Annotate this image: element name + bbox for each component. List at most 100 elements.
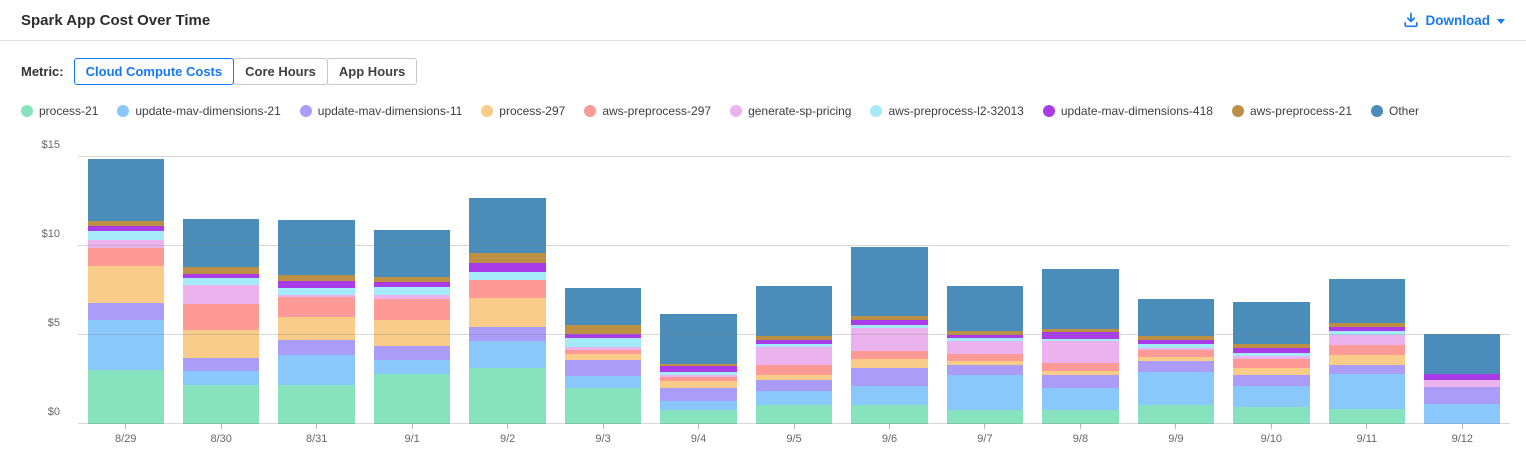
bar-segment-generate-sp-pricing[interactable] [1233, 356, 1310, 359]
bar-segment-generate-sp-pricing[interactable] [278, 294, 355, 297]
legend-item-aws-preprocess-l2-32013[interactable]: aws-preprocess-l2-32013 [870, 104, 1024, 118]
legend-item-process-21[interactable]: process-21 [21, 104, 98, 118]
bar-segment-process-21[interactable] [1137, 405, 1215, 424]
bar-segment-aws-preprocess-l2-32013[interactable] [660, 372, 737, 375]
metric-button-cloud-compute-costs[interactable]: Cloud Compute Costs [73, 58, 235, 85]
bar-segment-aws-preprocess-21[interactable] [1328, 322, 1406, 327]
bar-segment-update-mav-dimensions-418[interactable] [183, 274, 260, 278]
bar-segment-aws-preprocess-l2-32013[interactable] [87, 230, 164, 240]
bar-segment-update-mav-dimensions-11[interactable] [469, 327, 546, 341]
bar-segment-aws-preprocess-l2-32013[interactable] [755, 343, 833, 347]
legend-item-update-mav-dimensions-418[interactable]: update-mav-dimensions-418 [1042, 104, 1213, 118]
bar-segment-aws-preprocess-l2-32013[interactable] [851, 325, 928, 328]
legend-item-aws-preprocess-21[interactable]: aws-preprocess-21 [1231, 104, 1352, 118]
bar-segment-process-21[interactable] [278, 384, 355, 424]
bar-segment-aws-preprocess-21[interactable] [373, 277, 451, 283]
bar-segment-aws-preprocess-297[interactable] [87, 247, 164, 266]
bar-segment-update-mav-dimensions-21[interactable] [278, 354, 355, 385]
bar-segment-aws-preprocess-297[interactable] [1042, 363, 1119, 371]
bar-segment-process-21[interactable] [87, 369, 164, 424]
bar-segment-update-mav-dimensions-11[interactable] [660, 387, 737, 401]
bar-segment-process-21[interactable] [1328, 409, 1406, 424]
bar-segment-generate-sp-pricing[interactable] [1042, 341, 1119, 364]
bar-segment-update-mav-dimensions-11[interactable] [755, 379, 833, 392]
bar-segment-generate-sp-pricing[interactable] [373, 294, 451, 300]
bar-segment-update-mav-dimensions-11[interactable] [278, 340, 355, 355]
bar-segment-generate-sp-pricing[interactable] [755, 346, 833, 365]
bar-segment-other[interactable] [183, 219, 260, 267]
bar-segment-process-297[interactable] [1042, 370, 1119, 376]
bar-segment-process-21[interactable] [946, 409, 1024, 424]
bar-segment-aws-preprocess-297[interactable] [1233, 358, 1310, 369]
bar-segment-update-mav-dimensions-418[interactable] [87, 226, 164, 231]
legend-item-process-297[interactable]: process-297 [481, 104, 565, 118]
bar-segment-update-mav-dimensions-418[interactable] [851, 320, 928, 326]
bar-segment-update-mav-dimensions-21[interactable] [851, 385, 928, 405]
bar-segment-other[interactable] [87, 158, 164, 221]
legend-item-other[interactable]: Other [1371, 104, 1419, 118]
bar-segment-process-297[interactable] [564, 354, 642, 361]
bar-segment-other[interactable] [469, 198, 546, 253]
bar-segment-aws-preprocess-l2-32013[interactable] [1328, 331, 1406, 336]
bar-segment-update-mav-dimensions-418[interactable] [564, 334, 642, 338]
bar-segment-other[interactable] [946, 285, 1024, 331]
bar-segment-aws-preprocess-297[interactable] [183, 303, 260, 331]
bar-segment-other[interactable] [660, 314, 737, 365]
bar-segment-other[interactable] [564, 287, 642, 326]
bar-segment-generate-sp-pricing[interactable] [851, 327, 928, 352]
bar-segment-update-mav-dimensions-11[interactable] [1424, 387, 1501, 405]
bar-segment-aws-preprocess-21[interactable] [946, 330, 1024, 335]
bar-segment-aws-preprocess-297[interactable] [564, 350, 642, 354]
bar-segment-update-mav-dimensions-418[interactable] [755, 340, 833, 344]
bar-segment-update-mav-dimensions-11[interactable] [1042, 375, 1119, 388]
bar-segment-other[interactable] [1042, 268, 1119, 329]
bar-segment-update-mav-dimensions-21[interactable] [183, 370, 260, 386]
bar-segment-other[interactable] [373, 230, 451, 278]
bar-segment-other[interactable] [755, 285, 833, 337]
bar-segment-process-21[interactable] [1042, 409, 1119, 424]
bar-segment-process-297[interactable] [1137, 357, 1215, 362]
bar-segment-update-mav-dimensions-21[interactable] [87, 320, 164, 370]
bar-segment-process-21[interactable] [1233, 406, 1310, 424]
bar-segment-aws-preprocess-21[interactable] [1042, 328, 1119, 333]
bar-segment-update-mav-dimensions-21[interactable] [1328, 373, 1406, 410]
bar-segment-update-mav-dimensions-418[interactable] [1233, 347, 1310, 353]
bar-segment-update-mav-dimensions-21[interactable] [660, 400, 737, 410]
bar-segment-update-mav-dimensions-11[interactable] [183, 357, 260, 371]
bar-segment-update-mav-dimensions-11[interactable] [373, 346, 451, 361]
bar-segment-aws-preprocess-l2-32013[interactable] [1233, 352, 1310, 357]
bar-segment-generate-sp-pricing[interactable] [1328, 335, 1406, 345]
bar-segment-update-mav-dimensions-11[interactable] [564, 360, 642, 376]
bar-segment-process-297[interactable] [469, 297, 546, 328]
bar-segment-aws-preprocess-l2-32013[interactable] [946, 337, 1024, 341]
bar-segment-other[interactable] [278, 220, 355, 276]
bar-segment-aws-preprocess-l2-32013[interactable] [1042, 338, 1119, 342]
bar-segment-update-mav-dimensions-418[interactable] [660, 366, 737, 373]
legend-item-aws-preprocess-297[interactable]: aws-preprocess-297 [584, 104, 711, 118]
bar-segment-aws-preprocess-l2-32013[interactable] [1137, 344, 1215, 348]
download-button[interactable]: Download [1403, 12, 1505, 28]
bar-segment-update-mav-dimensions-21[interactable] [755, 391, 833, 406]
bar-segment-aws-preprocess-l2-32013[interactable] [469, 271, 546, 281]
bar-segment-process-21[interactable] [660, 409, 737, 424]
bar-segment-update-mav-dimensions-21[interactable] [1042, 387, 1119, 410]
bar-segment-generate-sp-pricing[interactable] [87, 239, 164, 248]
bar-segment-update-mav-dimensions-11[interactable] [1233, 374, 1310, 386]
metric-button-app-hours[interactable]: App Hours [326, 58, 418, 85]
bar-segment-process-297[interactable] [1328, 354, 1406, 365]
bar-segment-generate-sp-pricing[interactable] [183, 285, 260, 304]
bar-segment-update-mav-dimensions-21[interactable] [1137, 371, 1215, 406]
bar-segment-other[interactable] [851, 246, 928, 317]
bar-segment-process-297[interactable] [278, 317, 355, 341]
bar-segment-aws-preprocess-l2-32013[interactable] [373, 286, 451, 295]
bar-segment-update-mav-dimensions-11[interactable] [87, 302, 164, 321]
bar-segment-generate-sp-pricing[interactable] [660, 374, 737, 378]
bar-segment-aws-preprocess-297[interactable] [373, 299, 451, 320]
bar-segment-update-mav-dimensions-21[interactable] [1233, 385, 1310, 407]
bar-segment-update-mav-dimensions-21[interactable] [1424, 404, 1501, 424]
bar-segment-aws-preprocess-l2-32013[interactable] [278, 287, 355, 295]
bar-segment-process-21[interactable] [755, 405, 833, 424]
bar-segment-aws-preprocess-297[interactable] [1328, 344, 1406, 355]
bar-segment-other[interactable] [1233, 301, 1310, 344]
bar-segment-update-mav-dimensions-11[interactable] [851, 368, 928, 386]
